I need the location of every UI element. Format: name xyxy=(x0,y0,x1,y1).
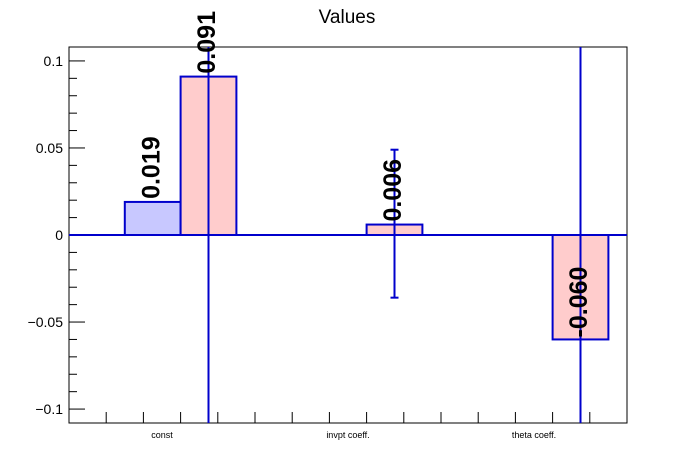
x-category-label: theta coeff. xyxy=(512,430,556,440)
x-category-label: const xyxy=(151,430,173,440)
chart-title: Values xyxy=(319,7,376,28)
value-labels: 0.019 0.091 0.006 -0.060 xyxy=(137,11,593,338)
bar xyxy=(123,200,182,236)
bar-value-label: 0.019 xyxy=(137,136,165,199)
bar-value-label: 0.091 xyxy=(193,11,221,74)
y-tick-label: 0.05 xyxy=(36,140,63,156)
bar-value-label: -0.060 xyxy=(565,267,593,338)
y-tick-label: 0 xyxy=(55,227,63,243)
x-axis: const invpt coeff. theta coeff. xyxy=(68,412,628,440)
bar-value-label: 0.006 xyxy=(379,159,407,222)
error-bars xyxy=(207,47,582,423)
y-tick-label: −0.1 xyxy=(35,401,63,417)
bars xyxy=(123,75,610,341)
y-axis: 0.1 0.05 0 −0.05 −0.1 xyxy=(28,53,85,417)
x-category-label: invpt coeff. xyxy=(326,430,369,440)
y-tick-label: 0.1 xyxy=(44,53,64,69)
y-tick-label: −0.05 xyxy=(28,314,64,330)
